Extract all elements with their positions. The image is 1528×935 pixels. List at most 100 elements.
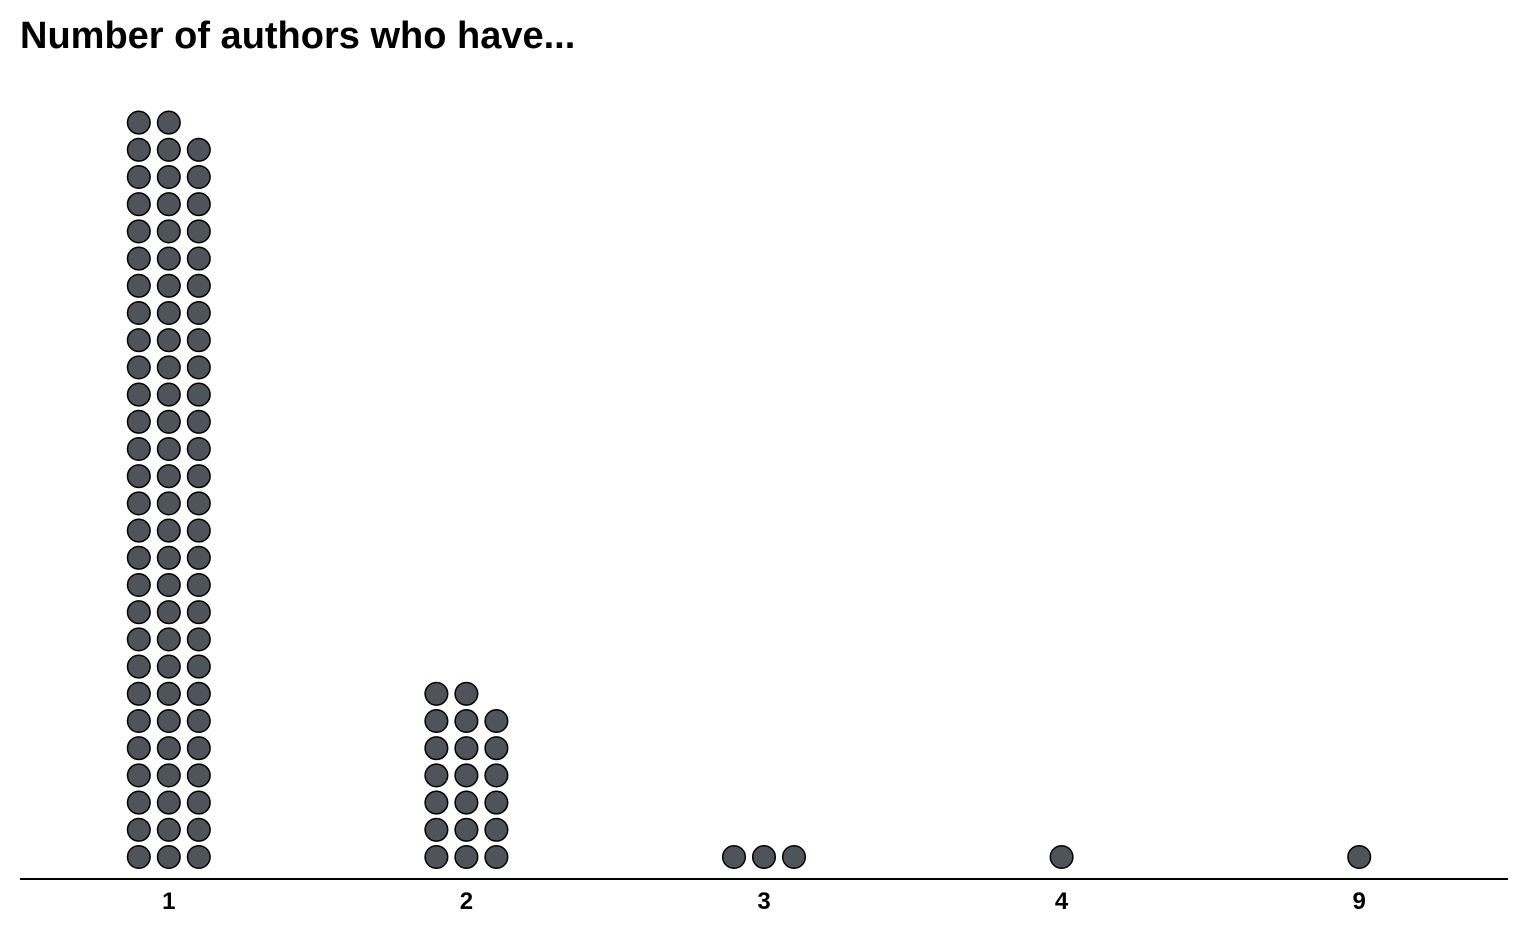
- dot-point: [454, 790, 479, 815]
- dot-point: [126, 246, 151, 271]
- dot-point: [186, 355, 211, 380]
- dot-point: [424, 708, 449, 734]
- dot-point: [186, 572, 211, 598]
- dot-point: [156, 600, 181, 625]
- chart-title: Number of authors who have...: [20, 15, 576, 57]
- dot-point: [156, 572, 181, 598]
- x-tick-label: 3: [757, 888, 770, 915]
- dot-point: [156, 164, 181, 190]
- dot-point: [126, 110, 151, 135]
- dot-point: [186, 300, 211, 326]
- dot-point: [156, 355, 181, 380]
- dot-point: [126, 464, 151, 489]
- dot-point: [156, 708, 181, 734]
- dot-point: [186, 600, 211, 625]
- dot-point: [186, 491, 211, 516]
- dot-point: [186, 844, 211, 870]
- dot-point: [126, 355, 151, 380]
- dot-point: [1347, 844, 1372, 870]
- dot-point: [156, 273, 181, 298]
- dot-point: [126, 436, 151, 462]
- dot-point: [126, 273, 151, 298]
- dot-point: [156, 790, 181, 815]
- dot-point: [484, 790, 509, 815]
- dot-point: [156, 137, 181, 162]
- dot-point: [454, 708, 479, 734]
- dots-group: [126, 110, 1372, 870]
- dot-point: [126, 600, 151, 625]
- dot-point: [484, 817, 509, 842]
- dot-point: [186, 681, 211, 706]
- dot-point: [126, 572, 151, 598]
- dot-point: [126, 681, 151, 706]
- dot-point: [186, 246, 211, 271]
- dot-point: [156, 300, 181, 326]
- dot-point: [186, 192, 211, 217]
- dot-point: [126, 219, 151, 244]
- dot-point: [156, 328, 181, 353]
- x-tick-label: 9: [1353, 888, 1366, 915]
- dot-point: [1049, 844, 1074, 870]
- dot-point: [186, 409, 211, 434]
- dot-point: [186, 164, 211, 190]
- dot-point: [126, 300, 151, 326]
- dot-point: [156, 491, 181, 516]
- dot-point: [454, 763, 479, 788]
- dot-point: [186, 627, 211, 652]
- dot-point: [186, 790, 211, 815]
- dot-point: [156, 382, 181, 407]
- dot-point: [186, 273, 211, 298]
- dot-point: [156, 110, 181, 135]
- dot-point: [156, 409, 181, 434]
- x-tick-label: 2: [460, 888, 473, 915]
- dot-point: [156, 436, 181, 462]
- dot-point: [454, 681, 479, 706]
- dot-point: [424, 763, 449, 788]
- dot-point: [186, 654, 211, 679]
- dot-point: [186, 817, 211, 842]
- dot-point: [126, 518, 151, 543]
- dot-point: [156, 817, 181, 842]
- dot-point: [186, 763, 211, 788]
- dot-point: [156, 518, 181, 543]
- dot-point: [126, 382, 151, 407]
- dot-point: [126, 627, 151, 652]
- dot-point: [126, 164, 151, 190]
- dot-point: [156, 844, 181, 870]
- dot-point: [424, 736, 449, 761]
- dot-point: [186, 708, 211, 734]
- dot-point: [484, 736, 509, 761]
- dot-point: [186, 736, 211, 761]
- dot-point: [126, 409, 151, 434]
- dot-point: [126, 844, 151, 870]
- dot-point: [156, 464, 181, 489]
- dot-point: [156, 545, 181, 570]
- dot-point: [156, 654, 181, 679]
- dot-point: [126, 654, 151, 679]
- dot-point: [424, 844, 449, 870]
- dot-point: [126, 736, 151, 761]
- dot-point: [156, 736, 181, 761]
- dot-point: [156, 763, 181, 788]
- dot-point: [126, 708, 151, 734]
- dot-point: [186, 464, 211, 489]
- dot-point: [186, 328, 211, 353]
- dot-point: [126, 545, 151, 570]
- dot-point: [781, 844, 807, 870]
- dot-point: [484, 708, 509, 734]
- x-tick-label: 1: [162, 888, 175, 915]
- dot-point: [484, 844, 509, 870]
- dot-point: [186, 137, 211, 162]
- dot-point: [126, 763, 151, 788]
- dot-point: [186, 219, 211, 244]
- dot-point: [751, 844, 777, 870]
- x-tick-label: 4: [1055, 888, 1069, 915]
- dot-point: [186, 545, 211, 570]
- dot-point: [126, 137, 151, 162]
- dot-point: [454, 817, 479, 842]
- dot-point: [454, 844, 479, 870]
- dot-point: [484, 763, 509, 788]
- dot-point: [424, 681, 449, 706]
- dot-point: [156, 681, 181, 706]
